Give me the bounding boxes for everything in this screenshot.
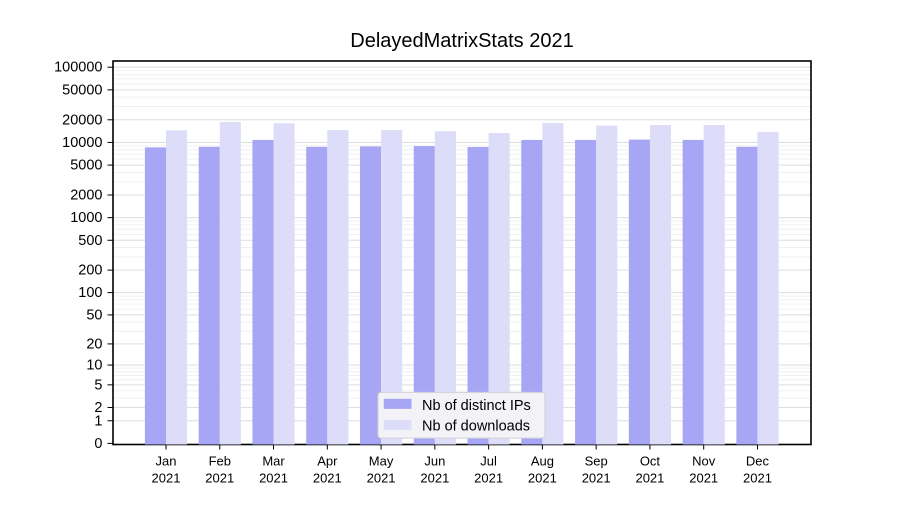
svg-text:500: 500 — [78, 233, 102, 249]
svg-text:100000: 100000 — [54, 60, 102, 76]
svg-text:Jan: Jan — [156, 454, 177, 469]
svg-text:Mar: Mar — [262, 454, 285, 469]
svg-text:2021: 2021 — [259, 471, 288, 486]
svg-text:10: 10 — [86, 358, 102, 374]
svg-text:2021: 2021 — [582, 471, 611, 486]
svg-text:Sep: Sep — [585, 454, 608, 469]
svg-text:1000: 1000 — [70, 210, 102, 226]
svg-text:50000: 50000 — [62, 82, 102, 98]
svg-text:5000: 5000 — [70, 158, 102, 174]
svg-text:Apr: Apr — [317, 454, 338, 469]
svg-text:2021: 2021 — [474, 471, 503, 486]
svg-text:2021: 2021 — [635, 471, 664, 486]
svg-text:Aug: Aug — [531, 454, 554, 469]
svg-text:2021: 2021 — [689, 471, 718, 486]
svg-text:5: 5 — [94, 377, 102, 393]
svg-text:2021: 2021 — [367, 471, 396, 486]
svg-text:200: 200 — [78, 263, 102, 279]
svg-text:2021: 2021 — [528, 471, 557, 486]
svg-text:20: 20 — [86, 336, 102, 352]
svg-text:2021: 2021 — [743, 471, 772, 486]
svg-text:2000: 2000 — [70, 188, 102, 204]
svg-text:Oct: Oct — [640, 454, 661, 469]
svg-text:2021: 2021 — [313, 471, 342, 486]
svg-text:50: 50 — [86, 307, 102, 323]
svg-text:Nb of downloads: Nb of downloads — [422, 419, 530, 435]
svg-text:100: 100 — [78, 285, 102, 301]
svg-text:2021: 2021 — [205, 471, 234, 486]
svg-text:DelayedMatrixStats 2021: DelayedMatrixStats 2021 — [350, 30, 573, 52]
svg-text:Jul: Jul — [480, 454, 497, 469]
svg-text:20000: 20000 — [62, 112, 102, 128]
svg-text:May: May — [369, 454, 394, 469]
svg-text:2021: 2021 — [420, 471, 449, 486]
svg-text:0: 0 — [94, 436, 102, 452]
svg-text:2021: 2021 — [152, 471, 181, 486]
svg-text:Nov: Nov — [692, 454, 716, 469]
svg-text:1: 1 — [94, 413, 102, 429]
svg-text:Feb: Feb — [209, 454, 231, 469]
svg-text:Nb of distinct IPs: Nb of distinct IPs — [422, 398, 531, 414]
svg-text:Jun: Jun — [424, 454, 445, 469]
svg-text:Dec: Dec — [746, 454, 770, 469]
svg-text:10000: 10000 — [62, 135, 102, 151]
